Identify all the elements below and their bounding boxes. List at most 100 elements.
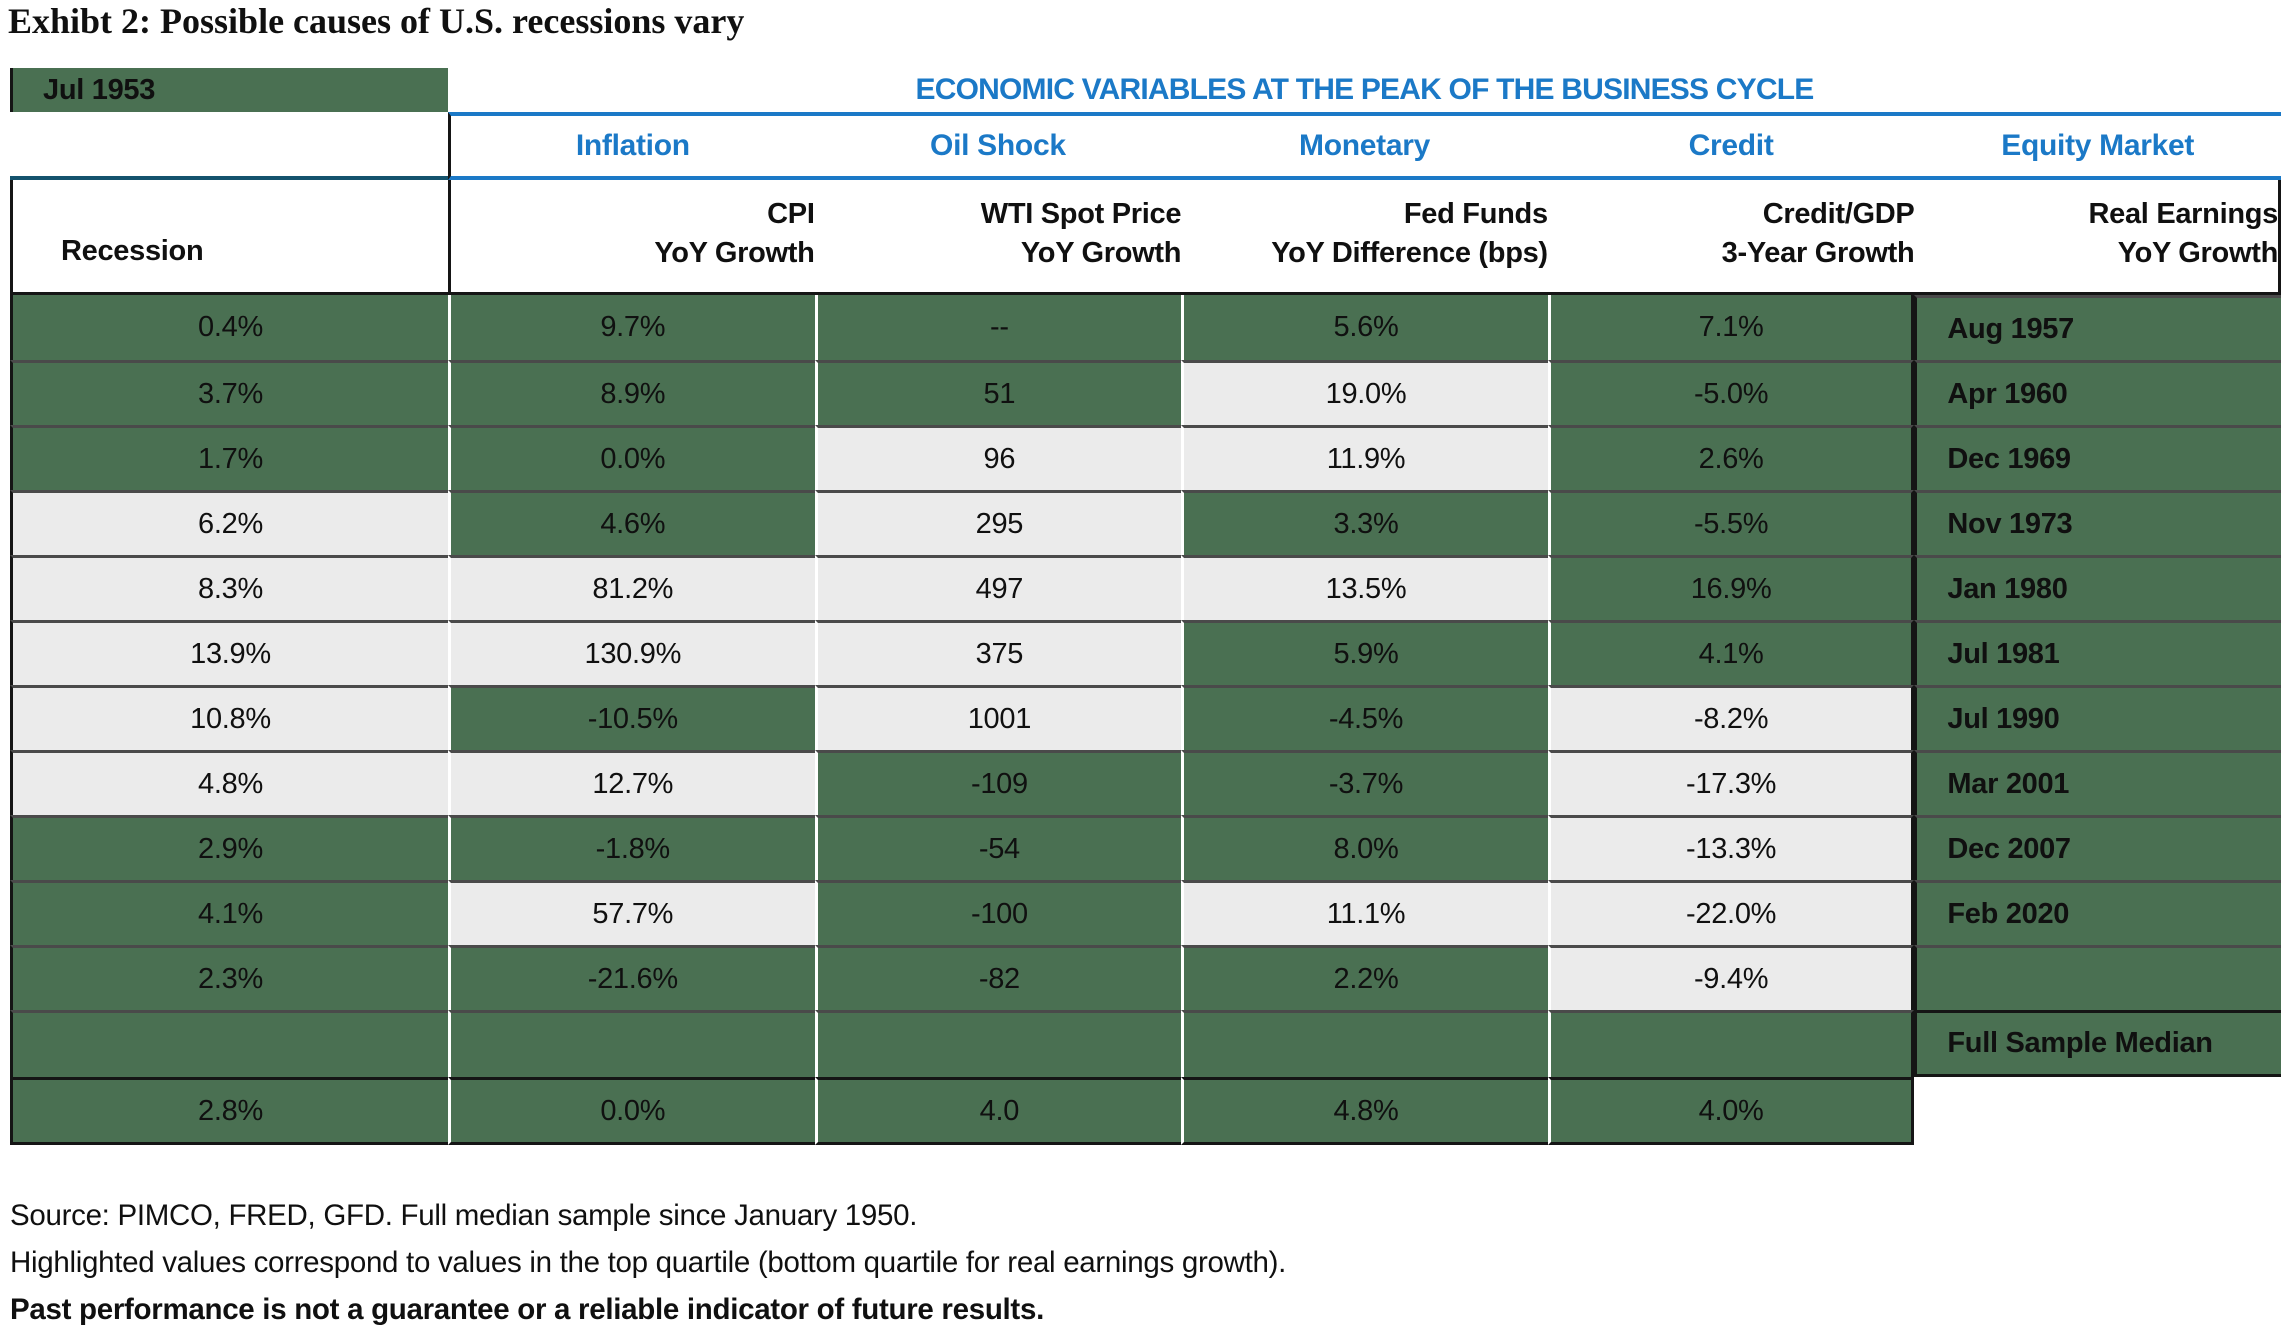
column-header-line: Real Earnings <box>2088 198 2279 231</box>
table-cell: 2.9% <box>10 815 448 880</box>
column-header-line: Credit/GDP <box>1762 198 1915 231</box>
spacer-row-label <box>1914 945 2281 1010</box>
table-cell: 3.7% <box>10 360 448 425</box>
table-cell: 16.9% <box>1547 555 1915 620</box>
row-label: Feb 2020 <box>1914 880 2281 945</box>
table-cell: 3.3% <box>1181 490 1548 555</box>
column-header-line: Fed Funds <box>1403 198 1548 231</box>
table-cell: -21.6% <box>448 945 815 1010</box>
table-cell: 81.2% <box>448 555 815 620</box>
median-cell: 0.0% <box>448 1077 815 1145</box>
table-cell: 13.9% <box>10 620 448 685</box>
row-label: Mar 2001 <box>1914 750 2281 815</box>
table-cell: 4.1% <box>1547 620 1915 685</box>
table-cell: 51 <box>814 360 1182 425</box>
exhibit-title: Exhibt 2: Possible causes of U.S. recess… <box>8 1 745 41</box>
spacer-cell <box>1181 1010 1548 1077</box>
row-label: Dec 1969 <box>1914 425 2281 490</box>
table-cell: 8.3% <box>10 555 448 620</box>
table-cell: 10.8% <box>10 685 448 750</box>
median-cell: 4.0 <box>814 1077 1182 1145</box>
column-header-cpi: CPI YoY Growth <box>448 180 815 295</box>
table-cell: -109 <box>814 750 1182 815</box>
table-cell: -54 <box>814 815 1182 880</box>
column-header-wti: WTI Spot Price YoY Growth <box>814 180 1182 295</box>
table-cell: -10.5% <box>448 685 815 750</box>
table-cell: 6.2% <box>10 490 448 555</box>
table-cell: -4.5% <box>1181 685 1548 750</box>
median-cell: 4.0% <box>1547 1077 1915 1145</box>
table-cell: 375 <box>814 620 1182 685</box>
column-header-line: 3-Year Growth <box>1721 236 1915 269</box>
table-cell: -13.3% <box>1547 815 1915 880</box>
table-cell: 5.9% <box>1181 620 1548 685</box>
table-cell: 497 <box>814 555 1182 620</box>
footnote-highlight: Highlighted values correspond to values … <box>10 1246 1287 1279</box>
row-label: Nov 1973 <box>1914 490 2281 555</box>
table-cell: 96 <box>814 425 1182 490</box>
table-cell: -5.5% <box>1547 490 1915 555</box>
category-header-monetary: Monetary <box>1181 112 1548 180</box>
row-label: Dec 2007 <box>1914 815 2281 880</box>
column-header-line: YoY Difference (bps) <box>1271 236 1548 269</box>
spacer-cell <box>448 1010 815 1077</box>
table-cell: 0.0% <box>448 425 815 490</box>
footnote-past-performance: Past performance is not a guarantee or a… <box>10 1293 1044 1326</box>
recession-causes-table: ECONOMIC VARIABLES AT THE PEAK OF THE BU… <box>10 68 2281 1145</box>
table-cell: 295 <box>814 490 1182 555</box>
table-cell: 5.6% <box>1181 295 1548 360</box>
category-header-oil-shock: Oil Shock <box>814 112 1182 180</box>
table-cell: -22.0% <box>1547 880 1915 945</box>
row-label: Apr 1960 <box>1914 360 2281 425</box>
column-header-real-earnings: Real Earnings YoY Growth <box>1914 180 2281 295</box>
table-cell: -82 <box>814 945 1182 1010</box>
table-cell: 12.7% <box>448 750 815 815</box>
spacer-cell <box>814 1010 1182 1077</box>
row-label: Jul 1953 <box>10 68 448 112</box>
table-cell: 2.6% <box>1547 425 1915 490</box>
table-cell: -5.0% <box>1547 360 1915 425</box>
table-cell: 8.0% <box>1181 815 1548 880</box>
table-cell: 11.9% <box>1181 425 1548 490</box>
table-cell: 7.1% <box>1547 295 1915 360</box>
row-label: Aug 1957 <box>1914 295 2281 360</box>
column-header-line: WTI Spot Price <box>980 198 1182 231</box>
table-cell: 2.2% <box>1181 945 1548 1010</box>
footnote-source: Source: PIMCO, FRED, GFD. Full median sa… <box>10 1199 918 1232</box>
table-cell: -1.8% <box>448 815 815 880</box>
table-cell: 9.7% <box>448 295 815 360</box>
table-cell: 2.3% <box>10 945 448 1010</box>
column-header-line: YoY Growth <box>654 236 815 269</box>
category-header-inflation: Inflation <box>448 112 815 180</box>
table-cell: 11.1% <box>1181 880 1548 945</box>
table-caption: ECONOMIC VARIABLES AT THE PEAK OF THE BU… <box>915 73 1815 106</box>
median-row-label: Full Sample Median <box>1914 1010 2281 1077</box>
category-header-equity-market: Equity Market <box>1914 112 2281 180</box>
spacer-cell <box>1547 1010 1915 1077</box>
table-cell: 130.9% <box>448 620 815 685</box>
table-cell: 4.8% <box>10 750 448 815</box>
table-cell: 57.7% <box>448 880 815 945</box>
median-cell: 2.8% <box>10 1077 448 1145</box>
table-cell: 19.0% <box>1181 360 1548 425</box>
row-label: Jul 1981 <box>1914 620 2281 685</box>
table-cell: 0.4% <box>10 295 448 360</box>
table-cell: 1.7% <box>10 425 448 490</box>
table-cell: 4.1% <box>10 880 448 945</box>
row-label: Jan 1980 <box>1914 555 2281 620</box>
table-cell: 13.5% <box>1181 555 1548 620</box>
category-header-credit: Credit <box>1547 112 1915 180</box>
table-cell: -9.4% <box>1547 945 1915 1010</box>
median-cell: 4.8% <box>1181 1077 1548 1145</box>
table-cell: -3.7% <box>1181 750 1548 815</box>
column-header-line: YoY Growth <box>2117 236 2279 269</box>
column-header-line: CPI <box>767 198 815 231</box>
column-header-line: YoY Growth <box>1020 236 1182 269</box>
table-cell: -17.3% <box>1547 750 1915 815</box>
column-header-recession: Recession <box>10 180 448 295</box>
footnotes: Source: PIMCO, FRED, GFD. Full median sa… <box>10 1192 1286 1333</box>
row-label: Jul 1990 <box>1914 685 2281 750</box>
table-cell: 1001 <box>814 685 1182 750</box>
category-header-spacer <box>10 112 448 180</box>
